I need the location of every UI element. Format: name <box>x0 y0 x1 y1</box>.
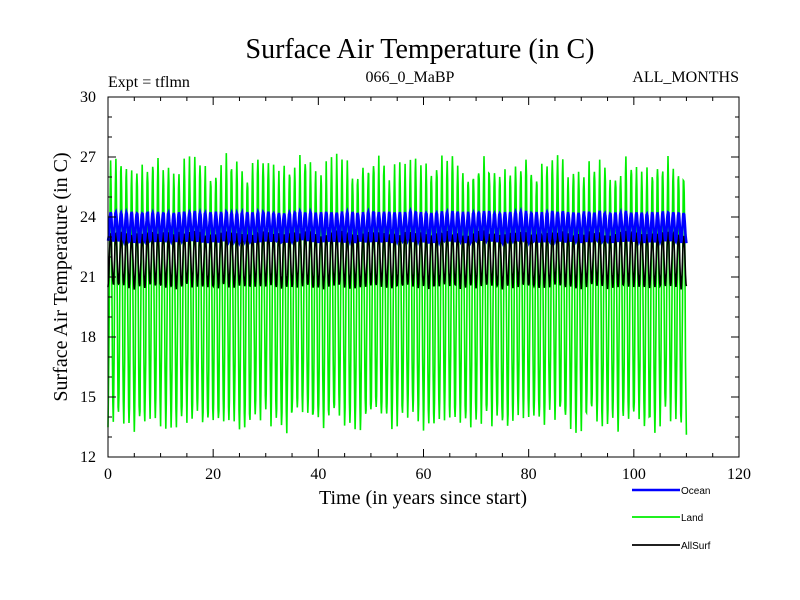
legend: Ocean Land AllSurf <box>632 486 711 552</box>
legend-label-land: Land <box>681 513 703 524</box>
chart-title: Surface Air Temperature (in C) <box>246 34 595 65</box>
x-tick-label: 0 <box>104 466 112 483</box>
subtitle-months: ALL_MONTHS <box>632 69 739 86</box>
x-tick-label: 120 <box>727 466 751 483</box>
legend-label-allsurf: AllSurf <box>681 541 711 552</box>
legend-label-ocean: Ocean <box>681 486 710 497</box>
y-tick-label: 18 <box>80 329 96 346</box>
x-tick-label: 100 <box>622 466 646 483</box>
x-tick-label: 60 <box>416 466 432 483</box>
y-tick-label: 12 <box>80 449 96 466</box>
x-tick-label: 40 <box>310 466 326 483</box>
x-tick-label: 80 <box>521 466 537 483</box>
y-tick-label: 24 <box>80 209 96 226</box>
plot-frame <box>107 96 740 458</box>
subtitle-case: 066_0_MaBP <box>366 69 455 86</box>
series-line-ocean <box>106 206 688 248</box>
y-tick-label: 15 <box>80 389 96 406</box>
y-tick-label: 30 <box>80 89 96 106</box>
series-line-allsurf <box>107 230 688 290</box>
subtitle-expt: Expt = tflmn <box>108 74 190 91</box>
series-layer <box>106 153 688 435</box>
y-axis-label: Surface Air Temperature (in C) <box>50 152 72 401</box>
y-tick-label: 27 <box>80 149 96 166</box>
series-line-land <box>107 153 688 435</box>
x-tick-label: 20 <box>205 466 221 483</box>
y-tick-label: 21 <box>80 269 96 286</box>
x-axis-label: Time (in years since start) <box>319 487 527 509</box>
